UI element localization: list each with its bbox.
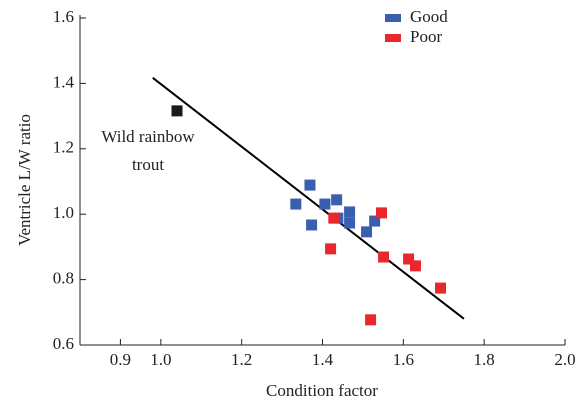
point [361, 226, 373, 238]
legend-label: Good [410, 7, 448, 26]
point [344, 206, 356, 218]
legend-swatch [385, 14, 401, 22]
y-tick-label: 1.0 [53, 203, 74, 222]
annotation: Wild rainbow trout [101, 127, 195, 174]
point [319, 198, 331, 210]
point [325, 243, 337, 255]
point [403, 253, 415, 265]
y-tick-label: 1.2 [53, 138, 74, 157]
point [376, 207, 388, 219]
x-tick-label: 1.6 [393, 350, 414, 369]
x-tick-label: 1.0 [150, 350, 171, 369]
point [378, 251, 390, 263]
x-tick-label: 0.9 [110, 350, 131, 369]
point [328, 212, 340, 224]
point [331, 194, 343, 206]
y-tick-label: 0.8 [53, 269, 74, 288]
x-tick-label: 2.0 [554, 350, 575, 369]
x-tick-label: 1.8 [474, 350, 495, 369]
point [290, 198, 302, 210]
point [435, 282, 447, 294]
x-axis-label: Condition factor [266, 381, 378, 400]
point [306, 219, 318, 231]
x-tick-label: 1.2 [231, 350, 252, 369]
point [304, 179, 316, 191]
legend-swatch [385, 34, 401, 42]
point [409, 260, 421, 272]
legend-label: Poor [410, 27, 442, 46]
y-tick-label: 1.4 [53, 72, 75, 91]
y-tick-label: 0.6 [53, 334, 74, 353]
y-tick-label: 1.6 [53, 7, 74, 26]
y-axis-label: Ventricle L/W ratio [15, 114, 34, 246]
point [171, 105, 183, 117]
point [369, 215, 381, 227]
point [344, 217, 356, 229]
point [365, 314, 377, 326]
x-tick-label: 1.4 [312, 350, 334, 369]
fit-line [152, 77, 465, 320]
